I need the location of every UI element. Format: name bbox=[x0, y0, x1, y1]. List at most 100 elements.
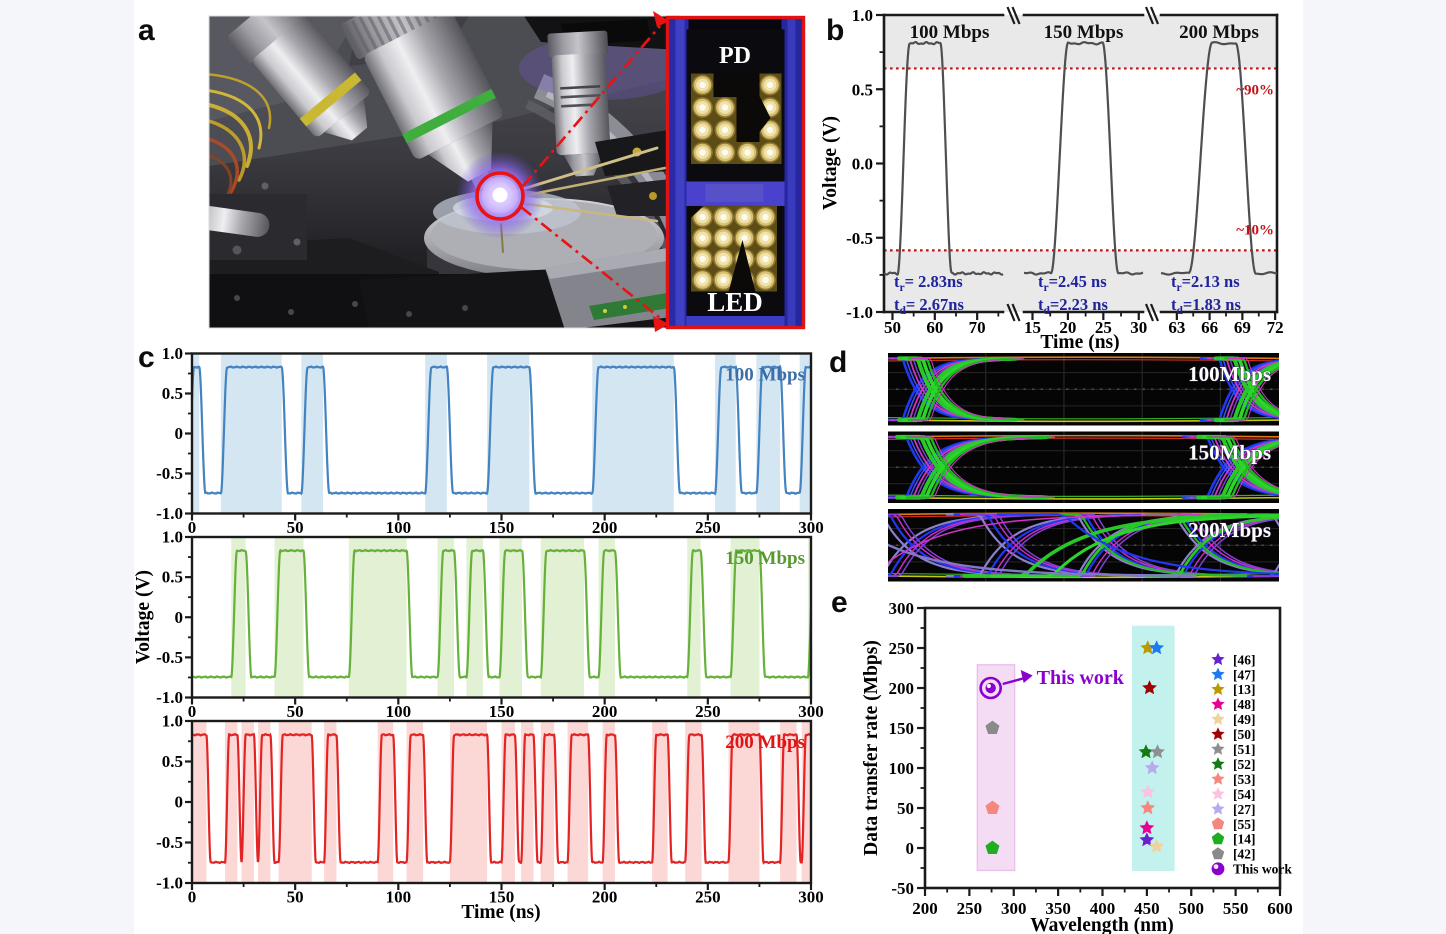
panel-d-plot: 100Mbps 150Mbps 200Mbps bbox=[888, 353, 1279, 582]
rect-shape bbox=[1023, 466, 1026, 469]
legend-label: [50] bbox=[1233, 727, 1256, 742]
panel-e-xtick: 500 bbox=[1179, 899, 1205, 918]
panel-e-xtick: 200 bbox=[912, 899, 938, 918]
path-shape bbox=[1206, 443, 1279, 499]
pulse-waveform bbox=[1023, 41, 1144, 276]
path-shape bbox=[1201, 435, 1279, 493]
polygon-shape bbox=[324, 98, 368, 141]
polygon-shape bbox=[759, 96, 771, 132]
rect-shape bbox=[1083, 466, 1086, 469]
legend-label: [14] bbox=[1233, 832, 1256, 847]
rect-shape bbox=[896, 388, 899, 391]
scatter-point-46 bbox=[1139, 832, 1155, 847]
circle-shape bbox=[741, 213, 748, 221]
legend-marker bbox=[1211, 832, 1225, 845]
path-shape bbox=[1219, 356, 1279, 415]
rect-shape bbox=[358, 16, 378, 50]
rect-shape bbox=[1015, 388, 1018, 391]
tspan-shape: =2.13 ns bbox=[1182, 272, 1241, 291]
rect-shape bbox=[1134, 388, 1137, 391]
path-shape bbox=[911, 358, 1025, 421]
rect-shape bbox=[972, 544, 975, 547]
rect-shape bbox=[787, 17, 796, 328]
device-inset bbox=[665, 15, 806, 330]
rect-shape bbox=[1142, 466, 1145, 469]
uv-band bbox=[976, 664, 1016, 872]
circle-shape bbox=[649, 192, 657, 200]
axis-break-mark bbox=[1149, 6, 1160, 25]
this-work-arrowhead bbox=[1020, 670, 1033, 683]
bit-band bbox=[540, 537, 585, 698]
scatter-point-48 bbox=[1139, 820, 1155, 835]
panel-b-segment-title: 200 Mbps bbox=[1179, 22, 1259, 43]
scatter-point-50 bbox=[1142, 680, 1157, 695]
circle-shape bbox=[603, 309, 607, 313]
tspan-shape: t bbox=[894, 295, 900, 314]
rect-shape bbox=[998, 388, 1001, 391]
circle-shape bbox=[234, 295, 240, 301]
legend-label: [27] bbox=[1233, 802, 1256, 817]
rect-shape bbox=[1176, 544, 1179, 547]
path-shape bbox=[209, 73, 272, 130]
rect-shape bbox=[713, 73, 737, 97]
rect-shape bbox=[989, 388, 992, 391]
rect-shape bbox=[560, 93, 601, 99]
scatter-point-14 bbox=[985, 840, 1000, 854]
circle-shape bbox=[762, 276, 769, 284]
path-shape bbox=[1213, 361, 1279, 423]
circle-shape bbox=[492, 187, 508, 203]
rect-shape bbox=[1227, 466, 1230, 469]
polygon-shape bbox=[728, 240, 756, 292]
rect-shape bbox=[1227, 388, 1230, 391]
rect-shape bbox=[388, 16, 408, 35]
rect-shape bbox=[1134, 544, 1137, 547]
this-work-annotation: This work bbox=[1037, 667, 1125, 689]
waveform-plot-200-mbps: 0 50 100 150 200 250 300 1.0 0.5 0 -0.5 -1.0 200 Mbp… bbox=[156, 712, 824, 907]
scatter-point-55 bbox=[985, 800, 1000, 814]
rect-shape bbox=[1227, 544, 1230, 547]
panel-c-ytick: 0 bbox=[175, 793, 184, 812]
line-shape bbox=[520, 205, 661, 320]
circle-shape bbox=[293, 238, 301, 246]
rect-shape bbox=[1193, 388, 1196, 391]
rect-shape bbox=[904, 388, 907, 391]
rect-shape bbox=[1125, 544, 1128, 547]
circle-shape bbox=[721, 126, 729, 134]
rect-shape bbox=[1040, 466, 1043, 469]
panel-c-xtick: 0 bbox=[188, 702, 197, 721]
rect-shape bbox=[1219, 544, 1222, 547]
rect-shape bbox=[1151, 544, 1154, 547]
circle-shape bbox=[762, 255, 769, 263]
panel-b-yaxis-title: Voltage (V) bbox=[820, 116, 841, 210]
rect-shape bbox=[896, 466, 899, 469]
legend-marker bbox=[1211, 682, 1225, 696]
rect-shape bbox=[1210, 388, 1213, 391]
panel-c-xtick: 150 bbox=[489, 888, 515, 907]
panel-c-xtick: 150 bbox=[489, 702, 515, 721]
rect-shape bbox=[955, 544, 958, 547]
legend-sphere-marker bbox=[1211, 862, 1225, 876]
rect-shape bbox=[1023, 544, 1026, 547]
rect-shape bbox=[1023, 388, 1026, 391]
rect-shape bbox=[1236, 544, 1239, 547]
panel-b-segment-title: 150 Mbps bbox=[1044, 22, 1124, 43]
path-shape bbox=[1201, 441, 1279, 500]
rect-shape bbox=[686, 316, 785, 328]
tspan-shape: =2.23 ns bbox=[1050, 295, 1109, 314]
rect-shape bbox=[1057, 388, 1060, 391]
panel-c-ytick: -1.0 bbox=[156, 874, 183, 893]
polygon-shape bbox=[563, 152, 604, 177]
panel-c-plot: 0 50 100 150 200 250 300 1.0 0.5 0 -0.5 -1.0 100 Mbp… bbox=[156, 344, 824, 907]
rect-shape bbox=[1040, 388, 1043, 391]
legend-label: [46] bbox=[1233, 652, 1256, 667]
scatter-point-27 bbox=[1144, 760, 1160, 775]
tspan-shape: t bbox=[1038, 272, 1044, 291]
rect-shape bbox=[209, 205, 270, 237]
rect-shape bbox=[904, 466, 907, 469]
circle-shape bbox=[699, 213, 706, 221]
panel-b-segment-title: 100 Mbps bbox=[910, 22, 990, 43]
rise-fall-time-annotation: td= 2.67ns bbox=[894, 295, 964, 317]
rect-shape bbox=[1168, 466, 1171, 469]
g-shape bbox=[227, 16, 370, 141]
rect-shape bbox=[1049, 544, 1052, 547]
